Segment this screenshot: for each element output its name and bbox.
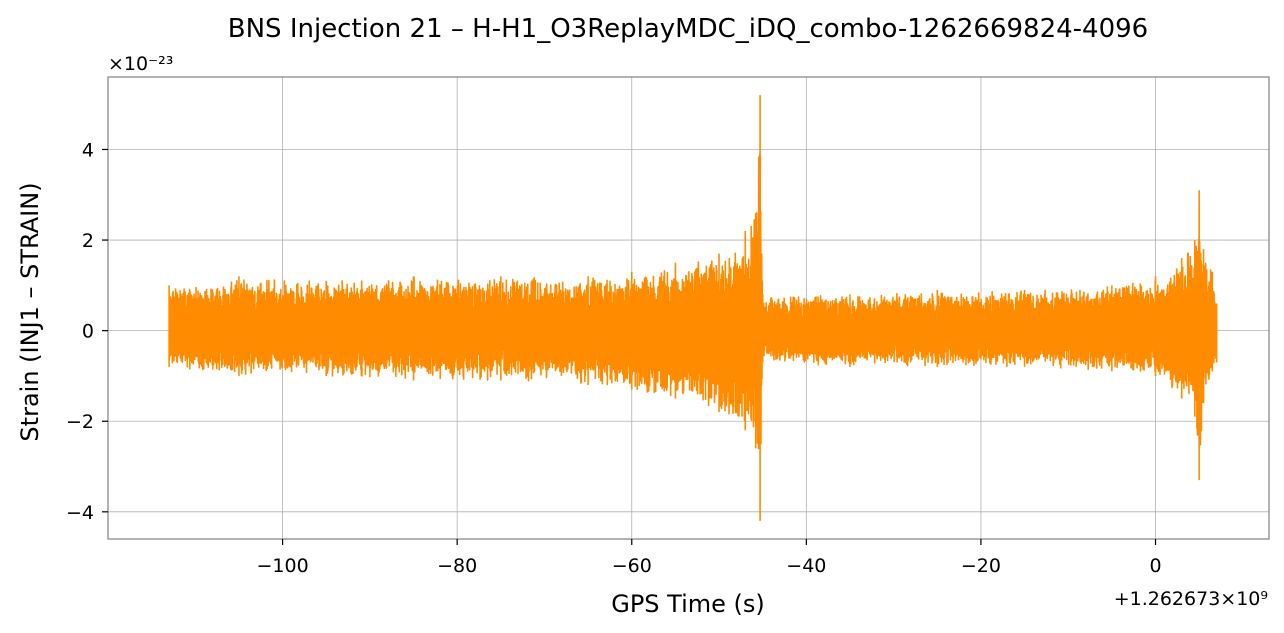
y-tick-label: −2: [66, 411, 94, 433]
chart-title: BNS Injection 21 – H-H1_O3ReplayMDC_iDQ_…: [228, 14, 1148, 44]
x-axis-label: GPS Time (s): [611, 590, 765, 618]
y-tick-label: 4: [82, 139, 94, 161]
x-tick-label: −60: [612, 555, 652, 577]
x-tick-label: −80: [437, 555, 477, 577]
x-tick-label: 0: [1149, 555, 1161, 577]
x-offset-label: +1.262673×10⁹: [1114, 588, 1268, 610]
y-tick-label: 0: [82, 321, 94, 343]
strain-series-line: [168, 95, 1218, 521]
y-tick-label: 2: [82, 230, 94, 252]
trace-layer: [168, 95, 1218, 521]
y-scale-label: ×10⁻²³: [108, 53, 173, 75]
y-tick-label: −4: [66, 502, 94, 524]
ticks: [102, 148, 1157, 545]
plot-frame: [107, 76, 1270, 540]
y-axis-label: Strain (INJ1 – STRAIN): [16, 182, 44, 441]
x-tick-label: −40: [786, 555, 826, 577]
x-tick-label: −100: [256, 555, 308, 577]
x-tick-label: −20: [961, 555, 1001, 577]
